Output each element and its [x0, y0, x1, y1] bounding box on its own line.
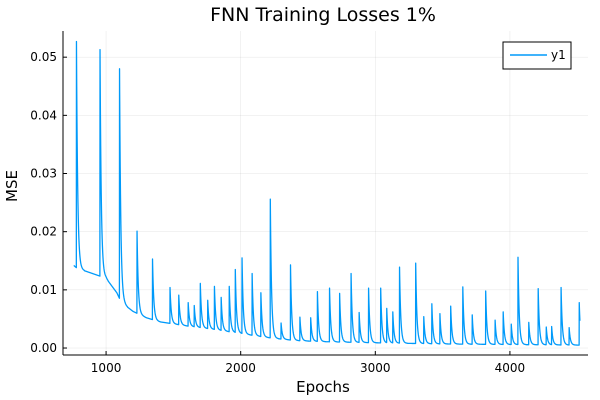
y-tick-label-1: 0.01: [30, 283, 57, 297]
x-tick-label-0: 1000: [91, 361, 122, 375]
series-layer: [73, 40, 581, 346]
legend: y1: [502, 41, 572, 70]
chart-title: FNN Training Losses 1%: [210, 4, 436, 26]
y-tick-label-4: 0.04: [30, 108, 57, 122]
y-axis-label: MSE: [3, 170, 21, 202]
x-tick-label-1: 2000: [225, 361, 256, 375]
y-tick-label-2: 0.02: [30, 225, 57, 239]
x-tick-label-2: 3000: [360, 361, 391, 375]
y-tick-label-0: 0.00: [30, 341, 57, 355]
y-tick-label-3: 0.03: [30, 167, 57, 181]
legend-label-y1: y1: [551, 48, 566, 62]
x-tick-label-3: 4000: [495, 361, 526, 375]
series-line-y1: [73, 40, 581, 346]
tick-labels: 1000 2000 3000 4000 0.00 0.01 0.02 0.03 0.04 0.05: [30, 50, 525, 375]
axes: [62, 31, 588, 356]
x-axis-label: Epochs: [296, 378, 350, 396]
y-tick-label-5: 0.05: [30, 50, 57, 64]
grid: [63, 31, 588, 355]
